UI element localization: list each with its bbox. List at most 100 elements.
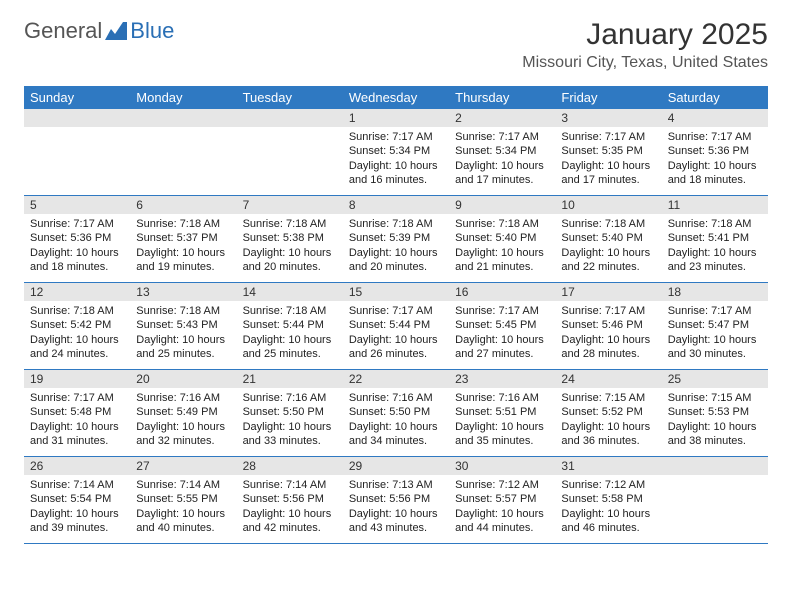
day-number: 7 — [237, 196, 343, 214]
day-content: Sunrise: 7:17 AMSunset: 5:35 PMDaylight:… — [555, 127, 661, 193]
day-line: Sunset: 5:40 PM — [455, 231, 549, 245]
day-line: and 17 minutes. — [561, 173, 655, 187]
day-line: Sunrise: 7:17 AM — [668, 304, 762, 318]
day-line: Daylight: 10 hours — [136, 420, 230, 434]
day-header-cell: Saturday — [662, 86, 768, 109]
day-header-cell: Friday — [555, 86, 661, 109]
day-line: Sunrise: 7:18 AM — [136, 217, 230, 231]
day-number: 6 — [130, 196, 236, 214]
day-line: Sunset: 5:39 PM — [349, 231, 443, 245]
day-cell: 4Sunrise: 7:17 AMSunset: 5:36 PMDaylight… — [662, 109, 768, 195]
day-line: Sunset: 5:38 PM — [243, 231, 337, 245]
day-number: 21 — [237, 370, 343, 388]
day-cell: 27Sunrise: 7:14 AMSunset: 5:55 PMDayligh… — [130, 457, 236, 543]
day-line: Daylight: 10 hours — [30, 333, 124, 347]
day-line: Sunset: 5:36 PM — [668, 144, 762, 158]
day-line: Sunset: 5:56 PM — [243, 492, 337, 506]
day-line: Daylight: 10 hours — [561, 333, 655, 347]
day-line: Sunset: 5:55 PM — [136, 492, 230, 506]
day-cell: 2Sunrise: 7:17 AMSunset: 5:34 PMDaylight… — [449, 109, 555, 195]
day-cell: 7Sunrise: 7:18 AMSunset: 5:38 PMDaylight… — [237, 196, 343, 282]
day-line: Sunrise: 7:17 AM — [668, 130, 762, 144]
day-content: Sunrise: 7:18 AMSunset: 5:43 PMDaylight:… — [130, 301, 236, 367]
day-number: 19 — [24, 370, 130, 388]
day-cell: 10Sunrise: 7:18 AMSunset: 5:40 PMDayligh… — [555, 196, 661, 282]
day-cell: 31Sunrise: 7:12 AMSunset: 5:58 PMDayligh… — [555, 457, 661, 543]
day-content: Sunrise: 7:17 AMSunset: 5:48 PMDaylight:… — [24, 388, 130, 454]
day-number — [130, 109, 236, 127]
day-line: Daylight: 10 hours — [561, 420, 655, 434]
day-line: and 27 minutes. — [455, 347, 549, 361]
day-content: Sunrise: 7:18 AMSunset: 5:44 PMDaylight:… — [237, 301, 343, 367]
day-header-cell: Wednesday — [343, 86, 449, 109]
day-number — [24, 109, 130, 127]
day-line: Sunrise: 7:17 AM — [349, 130, 443, 144]
day-line: Sunrise: 7:16 AM — [243, 391, 337, 405]
day-content: Sunrise: 7:18 AMSunset: 5:42 PMDaylight:… — [24, 301, 130, 367]
day-header-row: SundayMondayTuesdayWednesdayThursdayFrid… — [24, 86, 768, 109]
day-line: and 19 minutes. — [136, 260, 230, 274]
day-cell — [237, 109, 343, 195]
location-subtitle: Missouri City, Texas, United States — [522, 54, 768, 72]
day-line: Sunrise: 7:16 AM — [349, 391, 443, 405]
day-line: and 25 minutes. — [136, 347, 230, 361]
day-line: Sunrise: 7:17 AM — [349, 304, 443, 318]
week-row: 26Sunrise: 7:14 AMSunset: 5:54 PMDayligh… — [24, 457, 768, 544]
day-line: Sunset: 5:47 PM — [668, 318, 762, 332]
day-line: Sunrise: 7:18 AM — [349, 217, 443, 231]
day-content: Sunrise: 7:17 AMSunset: 5:47 PMDaylight:… — [662, 301, 768, 367]
day-content: Sunrise: 7:17 AMSunset: 5:36 PMDaylight:… — [24, 214, 130, 280]
day-line: and 32 minutes. — [136, 434, 230, 448]
day-number: 22 — [343, 370, 449, 388]
day-content: Sunrise: 7:18 AMSunset: 5:40 PMDaylight:… — [555, 214, 661, 280]
day-line: and 36 minutes. — [561, 434, 655, 448]
day-content: Sunrise: 7:14 AMSunset: 5:54 PMDaylight:… — [24, 475, 130, 541]
day-cell: 30Sunrise: 7:12 AMSunset: 5:57 PMDayligh… — [449, 457, 555, 543]
day-line: Sunset: 5:43 PM — [136, 318, 230, 332]
day-number: 2 — [449, 109, 555, 127]
day-cell: 14Sunrise: 7:18 AMSunset: 5:44 PMDayligh… — [237, 283, 343, 369]
day-cell: 13Sunrise: 7:18 AMSunset: 5:43 PMDayligh… — [130, 283, 236, 369]
week-row: 19Sunrise: 7:17 AMSunset: 5:48 PMDayligh… — [24, 370, 768, 457]
day-line: Sunrise: 7:15 AM — [668, 391, 762, 405]
day-number: 25 — [662, 370, 768, 388]
day-line: Sunset: 5:37 PM — [136, 231, 230, 245]
day-line: and 30 minutes. — [668, 347, 762, 361]
day-content: Sunrise: 7:15 AMSunset: 5:52 PMDaylight:… — [555, 388, 661, 454]
day-header-cell: Thursday — [449, 86, 555, 109]
day-content: Sunrise: 7:12 AMSunset: 5:57 PMDaylight:… — [449, 475, 555, 541]
logo-chart-icon — [104, 20, 128, 42]
day-line: Daylight: 10 hours — [668, 159, 762, 173]
day-number: 15 — [343, 283, 449, 301]
day-line: Sunset: 5:42 PM — [30, 318, 124, 332]
day-cell: 6Sunrise: 7:18 AMSunset: 5:37 PMDaylight… — [130, 196, 236, 282]
day-line: Sunset: 5:46 PM — [561, 318, 655, 332]
week-row: 5Sunrise: 7:17 AMSunset: 5:36 PMDaylight… — [24, 196, 768, 283]
day-line: Sunrise: 7:18 AM — [455, 217, 549, 231]
day-number: 17 — [555, 283, 661, 301]
day-line: Sunrise: 7:18 AM — [668, 217, 762, 231]
day-line: Sunrise: 7:18 AM — [561, 217, 655, 231]
day-cell: 11Sunrise: 7:18 AMSunset: 5:41 PMDayligh… — [662, 196, 768, 282]
day-cell: 26Sunrise: 7:14 AMSunset: 5:54 PMDayligh… — [24, 457, 130, 543]
day-cell: 12Sunrise: 7:18 AMSunset: 5:42 PMDayligh… — [24, 283, 130, 369]
day-line: Sunrise: 7:18 AM — [243, 217, 337, 231]
calendar-grid: SundayMondayTuesdayWednesdayThursdayFrid… — [24, 86, 768, 544]
month-title: January 2025 — [522, 18, 768, 52]
day-line: Daylight: 10 hours — [30, 420, 124, 434]
day-line: Daylight: 10 hours — [561, 246, 655, 260]
day-line: Daylight: 10 hours — [349, 507, 443, 521]
day-line: Daylight: 10 hours — [668, 246, 762, 260]
day-content: Sunrise: 7:17 AMSunset: 5:36 PMDaylight:… — [662, 127, 768, 193]
day-line: and 20 minutes. — [349, 260, 443, 274]
logo-text-general: General — [24, 18, 102, 44]
day-line: Sunrise: 7:13 AM — [349, 478, 443, 492]
day-line: Sunrise: 7:14 AM — [243, 478, 337, 492]
day-line: and 26 minutes. — [349, 347, 443, 361]
day-line: and 31 minutes. — [30, 434, 124, 448]
day-line: Sunrise: 7:17 AM — [455, 130, 549, 144]
day-line: Daylight: 10 hours — [455, 420, 549, 434]
day-number: 12 — [24, 283, 130, 301]
day-line: Daylight: 10 hours — [30, 507, 124, 521]
day-line: Sunrise: 7:17 AM — [561, 304, 655, 318]
